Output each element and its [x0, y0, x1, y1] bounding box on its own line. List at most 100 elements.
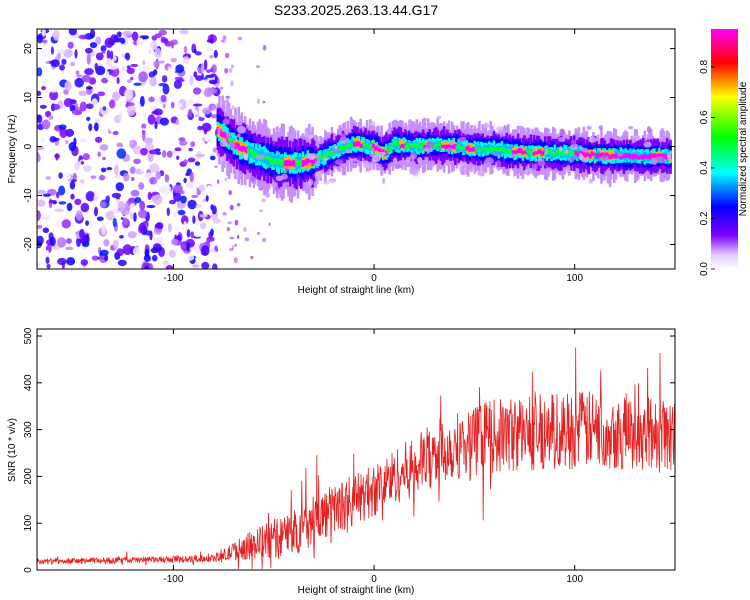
- ridge-cell: [460, 146, 464, 151]
- noise-blob: [66, 238, 72, 244]
- noise-blob: [262, 44, 267, 51]
- ridge-cell: [221, 132, 224, 138]
- spectrogram-x-ticks: -100 0 100: [163, 29, 583, 284]
- noise-blob: [55, 219, 61, 228]
- noise-blob: [205, 74, 215, 78]
- ridge-halo-blob: [217, 127, 221, 135]
- noise-blob: [229, 204, 234, 211]
- ridge-halo-blob: [537, 160, 546, 167]
- ridge-cell: [465, 146, 468, 151]
- ridge-halo-blob: [308, 134, 314, 140]
- ridge-cell: [662, 155, 666, 160]
- y-tick-label: 0: [23, 567, 34, 573]
- noise-blob: [74, 198, 82, 206]
- noise-blob: [113, 164, 119, 176]
- noise-blob: [99, 144, 109, 151]
- spectrogram-noise-blobs: [37, 29, 271, 269]
- noise-blob: [217, 179, 220, 184]
- ridge-halo-blob: [569, 143, 579, 149]
- ridge-cell: [635, 155, 639, 159]
- ridge-cell: [449, 144, 452, 150]
- noise-blob: [195, 153, 206, 158]
- ridge-cell: [361, 140, 364, 148]
- noise-blob: [208, 79, 218, 84]
- noise-blob: [160, 94, 167, 103]
- noise-blob: [154, 121, 158, 130]
- noise-blob: [236, 202, 241, 207]
- noise-blob: [86, 116, 91, 121]
- spectrogram-frame: [36, 28, 676, 270]
- noise-blob: [201, 261, 210, 269]
- ridge-cell: [510, 146, 513, 154]
- noise-blob: [94, 136, 103, 143]
- ridge-halo-blob: [409, 154, 416, 159]
- ridge-cell: [274, 159, 277, 165]
- ridge-halo-blob: [237, 133, 241, 139]
- ridge-cell: [596, 153, 600, 157]
- noise-blob: [79, 178, 85, 184]
- noise-blob: [122, 96, 127, 106]
- ridge-cell: [394, 141, 398, 150]
- noise-blob: [165, 265, 174, 269]
- noise-blob: [183, 159, 188, 165]
- noise-blob: [42, 79, 49, 84]
- y-tick-label: 400: [23, 374, 34, 391]
- ridge-halo-blob: [598, 125, 603, 130]
- ridge-halo-blob: [483, 123, 491, 128]
- noise-blob: [148, 49, 152, 55]
- ridge-cell: [235, 142, 239, 148]
- noise-blob: [151, 110, 160, 115]
- ridge-cell: [385, 150, 388, 156]
- snr-x-axis-label: Height of straight line (km): [298, 585, 415, 596]
- noise-blob: [173, 79, 183, 90]
- noise-blob: [45, 249, 50, 257]
- ridge-cell: [463, 146, 467, 151]
- x-tick-label: 100: [566, 273, 583, 284]
- ridge-cell: [491, 147, 494, 152]
- ridge-cell: [592, 152, 595, 156]
- noise-blob: [201, 245, 210, 257]
- noise-blob: [37, 146, 45, 151]
- noise-blob: [41, 119, 51, 130]
- ridge-halo-blob: [344, 149, 352, 154]
- snr-frame: [36, 328, 676, 571]
- noise-blob: [102, 156, 106, 161]
- noise-blob: [147, 152, 154, 163]
- noise-blob: [262, 100, 266, 104]
- ridge-cell: [401, 144, 404, 148]
- ridge-cell: [540, 151, 544, 156]
- snr-y-ticks: 0 100 200 300 400 500: [23, 327, 675, 573]
- noise-blob: [192, 103, 203, 107]
- ridge-cell: [515, 150, 518, 155]
- noise-blob: [37, 199, 46, 207]
- ridge-cell: [579, 150, 582, 155]
- ridge-cell: [251, 151, 255, 157]
- ridge-halo-blob: [340, 133, 347, 141]
- spectrogram-y-axis-label: Frequency (Hz): [7, 115, 18, 184]
- noise-blob: [63, 98, 74, 108]
- noise-blob: [185, 100, 195, 106]
- ridge-cell: [311, 159, 314, 167]
- ridge-cell: [397, 143, 401, 148]
- noise-blob: [129, 76, 134, 81]
- ridge-cell: [593, 153, 597, 160]
- ridge-halo-blob: [408, 167, 418, 175]
- ridge-cell: [394, 141, 398, 145]
- ridge-halo-blob: [608, 180, 612, 188]
- noise-blob: [162, 260, 169, 266]
- ridge-cell: [295, 159, 298, 166]
- noise-blob: [189, 171, 194, 183]
- ridge-halo-blob: [575, 132, 580, 140]
- ridge-cell: [418, 144, 422, 148]
- ridge-halo-blob: [369, 121, 376, 126]
- ridge-cell: [346, 144, 350, 149]
- ridge-cell: [399, 144, 403, 148]
- ridge-cell: [495, 146, 499, 151]
- ridge-cell: [290, 161, 293, 167]
- ridge-cell: [253, 151, 257, 158]
- noise-blob: [133, 212, 137, 222]
- noise-blob: [155, 171, 161, 180]
- noise-blob: [130, 189, 140, 197]
- ridge-cell: [444, 144, 448, 149]
- noise-blob: [177, 78, 185, 83]
